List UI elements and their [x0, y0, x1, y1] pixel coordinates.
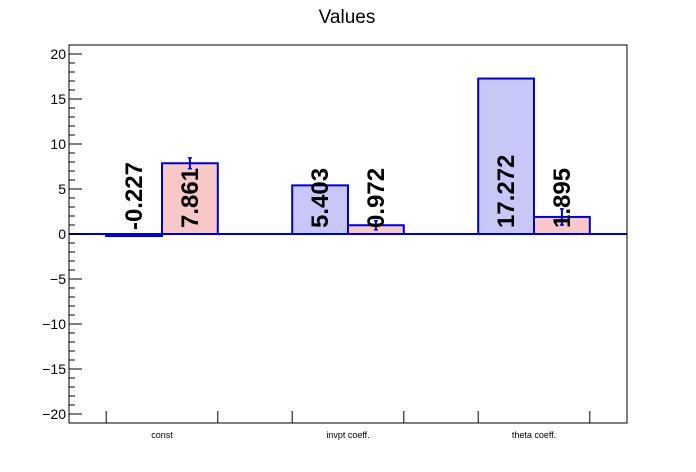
bar-s1-1 [291, 184, 350, 235]
bars-layer [105, 77, 591, 238]
axes-layer: −20 −15 −10 −5 0 5 10 15 20 const invpt coeff. thet… [42, 44, 628, 440]
value-label-s2-0: 7.861 [177, 168, 204, 228]
y-tick-label: 15 [50, 91, 66, 107]
y-tick-label: 20 [50, 46, 66, 62]
value-label-s1-0: -0.227 [121, 162, 148, 230]
chart-title: Values [319, 7, 376, 28]
x-tick-label: const [151, 430, 173, 440]
y-tick-label: −5 [50, 271, 66, 287]
y-tick-label: −10 [42, 316, 66, 332]
value-label-s1-2: 17.272 [493, 155, 520, 228]
y-tick-label: 5 [58, 181, 66, 197]
x-tick-label: theta coeff. [512, 430, 556, 440]
y-tick-label: −15 [42, 361, 66, 377]
y-tick-label: −20 [42, 406, 66, 422]
value-label-s2-1: 0.972 [363, 168, 390, 228]
y-tick-label: 0 [58, 226, 66, 242]
x-tick-label: invpt coeff. [326, 430, 369, 440]
y-tick-label: 10 [50, 136, 66, 152]
bar-s2-0 [161, 162, 219, 236]
value-label-s2-2: 1.895 [549, 168, 576, 228]
value-label-s1-1: 5.403 [307, 168, 334, 228]
value-labels-layer: -0.227 5.403 17.272 7.861 0.972 1.895 [121, 155, 576, 230]
